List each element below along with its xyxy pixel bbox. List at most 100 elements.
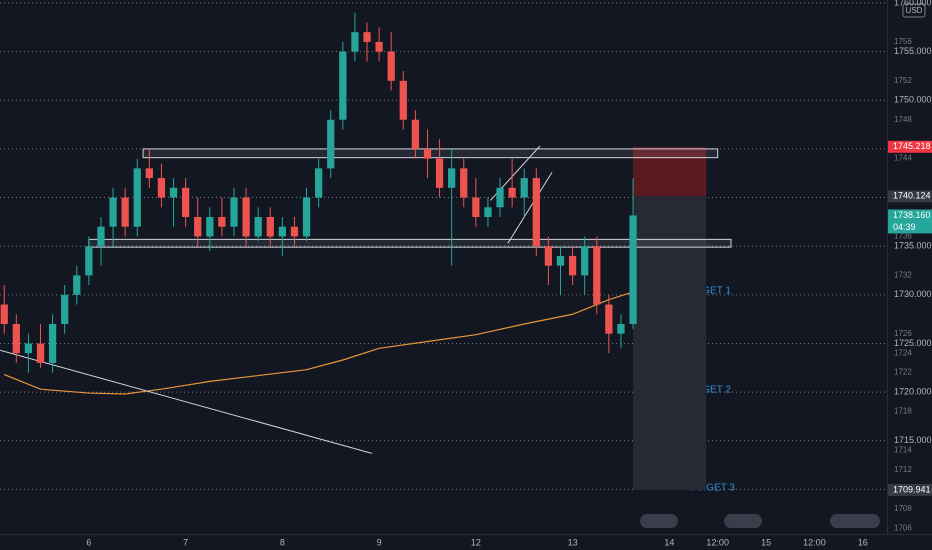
x-tick-label: 8 [280, 537, 285, 547]
candle-body [121, 197, 129, 227]
candle-body [266, 217, 274, 237]
candle-body [556, 255, 565, 266]
candle-body [472, 197, 480, 217]
x-tick-label: 6 [86, 537, 91, 547]
candle-body [290, 226, 299, 237]
y-tick-label: 1744 [894, 154, 912, 163]
y-tick-label: 1760.000 [894, 0, 932, 7]
candle-body [206, 217, 214, 237]
y-tick-label: 1756 [894, 37, 912, 46]
candle-body [218, 217, 226, 227]
candle-body [61, 294, 69, 324]
candle-body [278, 226, 286, 237]
trend-line [507, 171, 553, 244]
x-tick-label: 15 [761, 537, 771, 547]
y-tick-label: 1752 [894, 76, 912, 85]
price-label-box [888, 483, 932, 496]
price-label-box [888, 190, 932, 203]
countdown: 04:39 [893, 222, 916, 232]
target-zone [633, 196, 707, 490]
candle-body [484, 207, 492, 217]
x-tick-label: 9 [377, 537, 382, 547]
candle-body [133, 168, 141, 227]
candle-body [145, 168, 153, 179]
y-tick-label: 1750.000 [894, 95, 932, 105]
candle-body [460, 168, 468, 198]
candle-body [387, 51, 395, 81]
candle-body [448, 168, 456, 188]
candle-body [230, 197, 238, 227]
candle-body [48, 324, 57, 363]
candle-body [157, 178, 166, 198]
price-label: 1709.941 [893, 484, 931, 494]
y-tick-label: 1722 [894, 368, 912, 377]
moving-average [4, 291, 634, 395]
y-tick-label: 1735.000 [894, 241, 932, 251]
trend-line [0, 349, 372, 454]
price-label: 1740.124 [893, 191, 931, 201]
y-tick-label: 1726 [894, 329, 912, 338]
candle-body [315, 168, 323, 198]
candle-body [97, 226, 105, 247]
candle-body [24, 343, 33, 354]
currency-box [902, 3, 926, 18]
candle-body [617, 324, 625, 334]
event-badges [640, 514, 880, 528]
x-tick-label: 12:00 [706, 537, 729, 547]
candle-body [109, 197, 117, 227]
candle-body [363, 32, 371, 42]
candle-body [593, 246, 601, 305]
x-tick-label: 7 [183, 537, 188, 547]
plot-area [0, 2, 887, 490]
target-label: TARGET 2 [683, 385, 731, 396]
y-tick-label: 1730.000 [894, 289, 932, 299]
candle-body [351, 32, 359, 52]
candle-body [520, 178, 528, 198]
y-tick-label: 1725.000 [894, 338, 932, 348]
x-tick-label: 16 [858, 537, 868, 547]
currency: USD [906, 6, 923, 15]
candle-body [169, 187, 178, 198]
event-badge [640, 514, 678, 528]
candle-body [181, 187, 190, 217]
candle-body [0, 304, 8, 324]
price-label: 1738.160 [893, 210, 931, 220]
candle-body [73, 275, 81, 295]
candle-body [629, 215, 637, 324]
candle-body [435, 158, 444, 188]
x-tick-label: 13 [568, 537, 578, 547]
y-tick-label: 1732 [894, 270, 912, 279]
candle-body [12, 324, 20, 354]
candle-body [327, 119, 335, 169]
candle-body [194, 217, 202, 237]
stop-zone [633, 146, 707, 197]
target-label: TARGET 1 [683, 286, 731, 297]
y-tick-label: 1748 [894, 115, 912, 124]
x-tick-label: 12:00 [803, 537, 826, 547]
event-badge [830, 514, 880, 528]
candle-body [411, 119, 420, 149]
candle-body [544, 246, 553, 266]
y-tick-label: 1720.000 [894, 386, 932, 396]
candle-body [605, 304, 613, 334]
y-tick-label: 1718 [894, 407, 912, 416]
target-label: TARGET 3 [687, 483, 735, 494]
event-badge [724, 514, 762, 528]
candle-body [532, 178, 540, 247]
candle-body [581, 246, 589, 276]
x-tick-label: 12 [471, 537, 481, 547]
y-tick-label: 1706 [894, 523, 912, 532]
candle-body [242, 197, 250, 237]
y-tick-label: 1724 [894, 348, 912, 357]
y-tick-label: 1715.000 [894, 435, 932, 445]
price-label-box [888, 140, 932, 153]
y-tick-label: 1736 [894, 232, 912, 241]
candle-body [254, 217, 262, 237]
candle-body [302, 197, 311, 237]
y-tick-label: 1714 [894, 446, 912, 455]
y-tick-label: 1755.000 [894, 46, 932, 56]
price-label: 1745.218 [893, 141, 931, 151]
